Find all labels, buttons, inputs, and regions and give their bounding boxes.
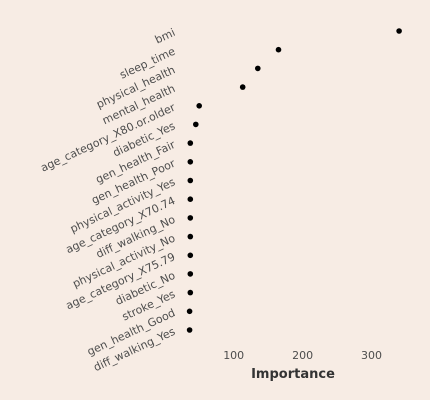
point-stroke_Yes (187, 289, 194, 296)
point-diabetic_No (187, 271, 194, 277)
point-age_category_X80.or.older (196, 103, 202, 109)
point-sleep_time (275, 46, 282, 53)
x-tick-200: 200 (292, 349, 313, 362)
data-points (186, 28, 402, 333)
point-bmi (396, 28, 402, 34)
point-diabetic_Yes (193, 121, 199, 128)
point-diff_walking_No (187, 215, 194, 221)
point-mental_health (239, 84, 246, 90)
point-gen_health_Fair (187, 140, 194, 146)
x-axis-ticks: 100 200 300 (223, 349, 382, 362)
x-axis-title: Importance (251, 367, 335, 382)
point-age_category_X75.79 (187, 252, 194, 259)
point-gen_health_Good (186, 308, 193, 315)
point-diff_walking_Yes (186, 327, 193, 333)
y-axis-labels: bmisleep_timephysical_healthmental_healt… (39, 26, 178, 374)
point-gen_health_Poor (187, 159, 194, 165)
point-age_category_X70.74 (187, 196, 194, 202)
x-tick-300: 300 (361, 349, 382, 362)
point-physical_activity_Yes (187, 177, 194, 184)
point-physical_activity_No (187, 233, 194, 240)
x-tick-100: 100 (223, 349, 244, 362)
y-label-bmi: bmi (153, 26, 177, 47)
point-physical_health (254, 65, 261, 72)
